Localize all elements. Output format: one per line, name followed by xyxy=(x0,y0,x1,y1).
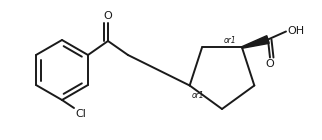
Text: or1: or1 xyxy=(192,90,204,100)
Text: O: O xyxy=(266,60,274,69)
Text: OH: OH xyxy=(287,26,304,37)
Text: O: O xyxy=(104,11,112,21)
Text: Cl: Cl xyxy=(75,109,86,119)
Text: or1: or1 xyxy=(224,37,236,46)
Polygon shape xyxy=(242,36,269,48)
